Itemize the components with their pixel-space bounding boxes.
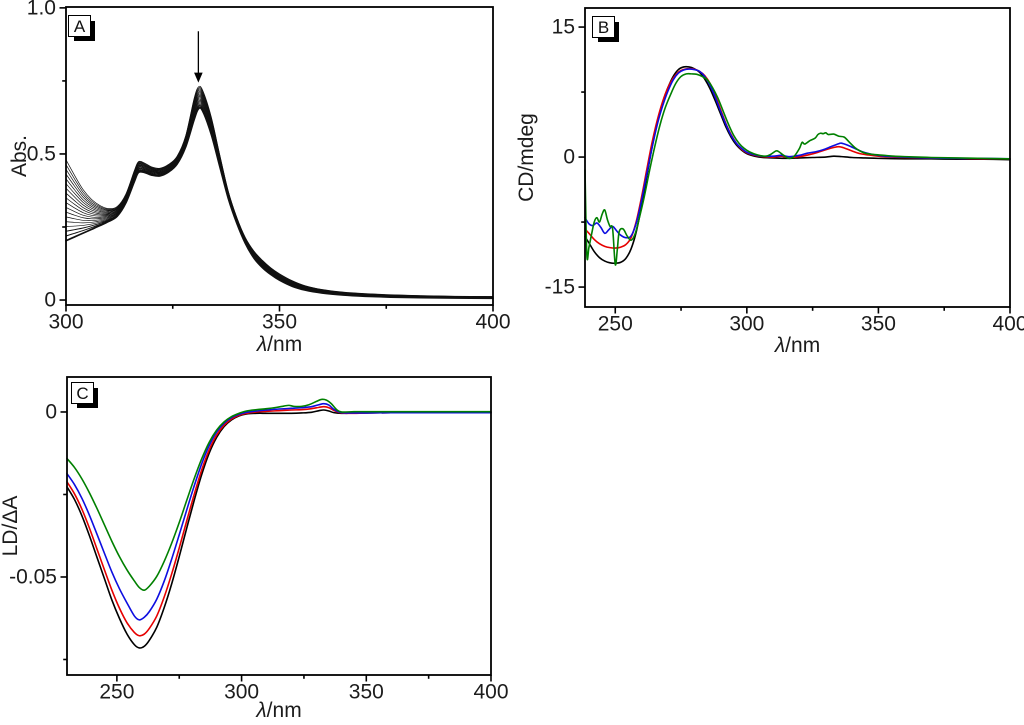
svg-text:0: 0 <box>563 146 575 169</box>
svg-text:350: 350 <box>349 680 384 703</box>
svg-text:400: 400 <box>992 312 1024 335</box>
ld-spectrum-chart: 250 300 350 400 0 -0.05 λ/nm LD/ΔA <box>0 376 509 722</box>
panel-b-label-box: B <box>592 16 615 38</box>
cd-spectrum-chart: 250 300 350 400 15 0 -15 λ/nm CD/mdeg <box>515 7 1024 357</box>
svg-text:300: 300 <box>48 310 83 333</box>
svg-text:λ/nm: λ/nm <box>256 333 302 356</box>
svg-text:400: 400 <box>475 310 510 333</box>
panel-a-letter: A <box>73 16 86 36</box>
svg-text:-15: -15 <box>545 276 575 299</box>
panel-a: 300 350 400 0 0.5 1.0 λ/nm Abs. A <box>0 0 512 362</box>
svg-text:Abs.: Abs. <box>8 135 31 177</box>
panel-c-label-box: C <box>71 382 94 404</box>
svg-text:250: 250 <box>99 680 134 703</box>
panel-c-letter: C <box>76 383 89 403</box>
panel-a-label-box: A <box>68 15 91 37</box>
panel-b-letter: B <box>597 17 610 37</box>
svg-text:1.0: 1.0 <box>27 0 56 19</box>
svg-text:λ/nm: λ/nm <box>255 699 301 722</box>
svg-text:λ/nm: λ/nm <box>774 334 820 357</box>
panel-b: 250 300 350 400 15 0 -15 λ/nm CD/mdeg B <box>512 0 1024 362</box>
uv-vis-absorbance-chart: 300 350 400 0 0.5 1.0 λ/nm Abs. <box>8 0 511 356</box>
svg-text:0: 0 <box>44 289 56 312</box>
svg-text:300: 300 <box>729 312 764 335</box>
svg-text:0: 0 <box>45 400 57 423</box>
svg-text:350: 350 <box>861 312 896 335</box>
panel-c: 250 300 350 400 0 -0.05 λ/nm LD/ΔA C <box>0 362 512 725</box>
svg-text:CD/mdeg: CD/mdeg <box>515 113 538 202</box>
svg-text:400: 400 <box>473 680 508 703</box>
svg-text:250: 250 <box>598 312 633 335</box>
svg-text:350: 350 <box>262 310 297 333</box>
svg-text:0.5: 0.5 <box>27 142 56 165</box>
svg-text:15: 15 <box>552 16 575 39</box>
svg-text:LD/ΔA: LD/ΔA <box>0 496 22 557</box>
svg-text:-0.05: -0.05 <box>9 565 57 588</box>
svg-text:300: 300 <box>224 680 259 703</box>
